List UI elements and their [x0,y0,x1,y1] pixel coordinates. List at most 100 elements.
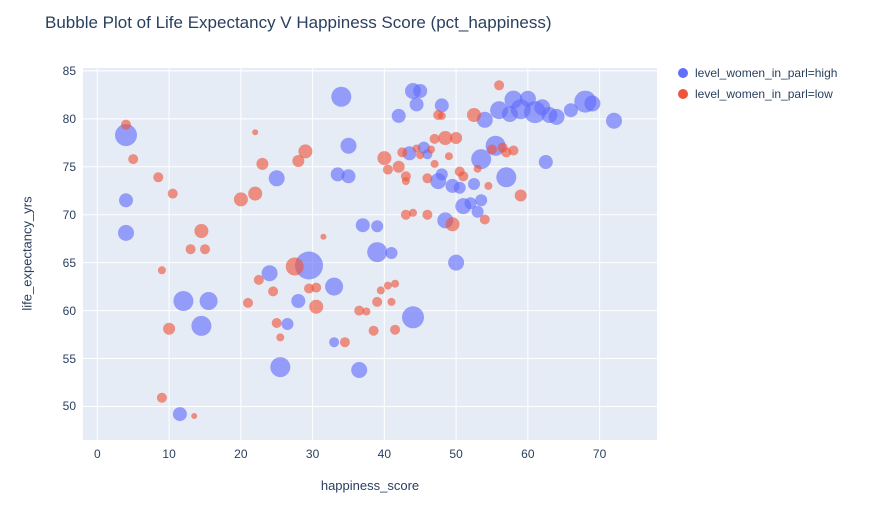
bubble[interactable] [450,132,463,144]
bubble[interactable] [429,133,440,144]
bubble[interactable] [382,164,393,175]
bubble[interactable] [362,307,371,316]
bubble[interactable] [191,315,212,336]
bubble[interactable] [340,137,357,154]
bubble[interactable] [276,333,285,342]
bubble[interactable] [311,282,322,293]
bubble[interactable] [173,291,194,311]
bubble[interactable] [400,209,411,220]
bubble[interactable] [268,286,279,297]
bubble[interactable] [252,129,259,136]
bubble[interactable] [157,266,166,275]
bubble[interactable] [341,169,356,184]
bubble[interactable] [422,173,433,184]
bubble[interactable] [172,407,187,422]
bubble[interactable] [253,274,264,285]
plot-area[interactable] [83,68,657,440]
bubble[interactable] [471,149,492,170]
bubble[interactable] [563,103,578,118]
bubble[interactable] [271,318,282,328]
bubble[interactable] [153,172,164,183]
bubble[interactable] [194,224,209,238]
legend-item-high[interactable]: level_women_in_parl=high [678,66,837,80]
legend-item-low[interactable]: level_women_in_parl=low [678,87,837,101]
bubble[interactable] [438,131,453,145]
bubble[interactable] [584,95,601,112]
bubble[interactable] [514,189,527,202]
bubble[interactable] [291,294,306,308]
bubble[interactable] [413,84,428,98]
bubble[interactable] [453,181,466,194]
bubble[interactable] [538,155,553,169]
bubble[interactable] [448,254,465,271]
bubble[interactable] [434,98,449,113]
bubble[interactable] [200,244,210,255]
bubble[interactable] [427,145,435,154]
bubble[interactable] [397,147,408,158]
bubble[interactable] [243,297,253,308]
bubble[interactable] [248,186,263,201]
bubble[interactable] [445,217,460,232]
bubble[interactable] [435,168,448,181]
bubble[interactable] [385,247,398,259]
bubble[interactable] [119,193,133,208]
bubble[interactable] [329,337,340,348]
bubble[interactable] [298,144,313,159]
bubble[interactable] [261,265,278,282]
bubble[interactable] [391,279,400,288]
bubble[interactable] [372,296,383,307]
bubble[interactable] [371,220,384,233]
bubble[interactable] [430,159,439,168]
bubble[interactable] [409,208,417,217]
bubble[interactable] [437,111,446,120]
bubble[interactable] [325,277,344,296]
bubble[interactable] [401,177,410,186]
bubble[interactable] [331,86,352,107]
bubble[interactable] [496,167,517,188]
bubble[interactable] [115,124,137,147]
bubble[interactable] [479,214,490,225]
bubble[interactable] [487,144,497,155]
bubble[interactable] [191,413,198,419]
bubble[interactable] [368,325,379,336]
bubble[interactable] [392,160,405,173]
bubble[interactable] [494,80,505,91]
bubble[interactable] [416,151,425,160]
bubble[interactable] [163,322,176,335]
bubble[interactable] [268,170,285,187]
bubble[interactable] [128,154,139,165]
bubble[interactable] [458,171,469,182]
bubble[interactable] [376,286,385,295]
bubble[interactable] [156,392,167,403]
bubble[interactable] [387,297,396,306]
bubble[interactable] [199,292,218,310]
bubble[interactable] [383,281,392,290]
bubble[interactable] [508,145,519,156]
bubble[interactable] [351,362,368,378]
bubble[interactable] [281,318,294,330]
bubble[interactable] [473,164,482,173]
bubble[interactable] [121,119,131,130]
bubble[interactable] [285,257,304,276]
bubble[interactable] [256,157,269,170]
bubble[interactable] [464,197,477,210]
bubble[interactable] [606,112,622,129]
bubble[interactable] [354,305,365,316]
bubble[interactable] [391,108,406,123]
bubble[interactable] [402,306,424,329]
bubble[interactable] [367,242,388,263]
bubble[interactable] [185,244,196,255]
bubble[interactable] [339,337,350,348]
bubble[interactable] [484,181,493,190]
bubble[interactable] [233,192,248,207]
bubble[interactable] [422,209,433,220]
bubble[interactable] [292,155,305,167]
bubble[interactable] [270,357,291,378]
bubble[interactable] [320,233,327,240]
bubble[interactable] [118,224,134,241]
bubble[interactable] [309,299,324,314]
bubble[interactable] [468,178,480,190]
bubble[interactable] [475,194,488,207]
bubble[interactable] [377,151,392,166]
bubble[interactable] [167,188,178,199]
